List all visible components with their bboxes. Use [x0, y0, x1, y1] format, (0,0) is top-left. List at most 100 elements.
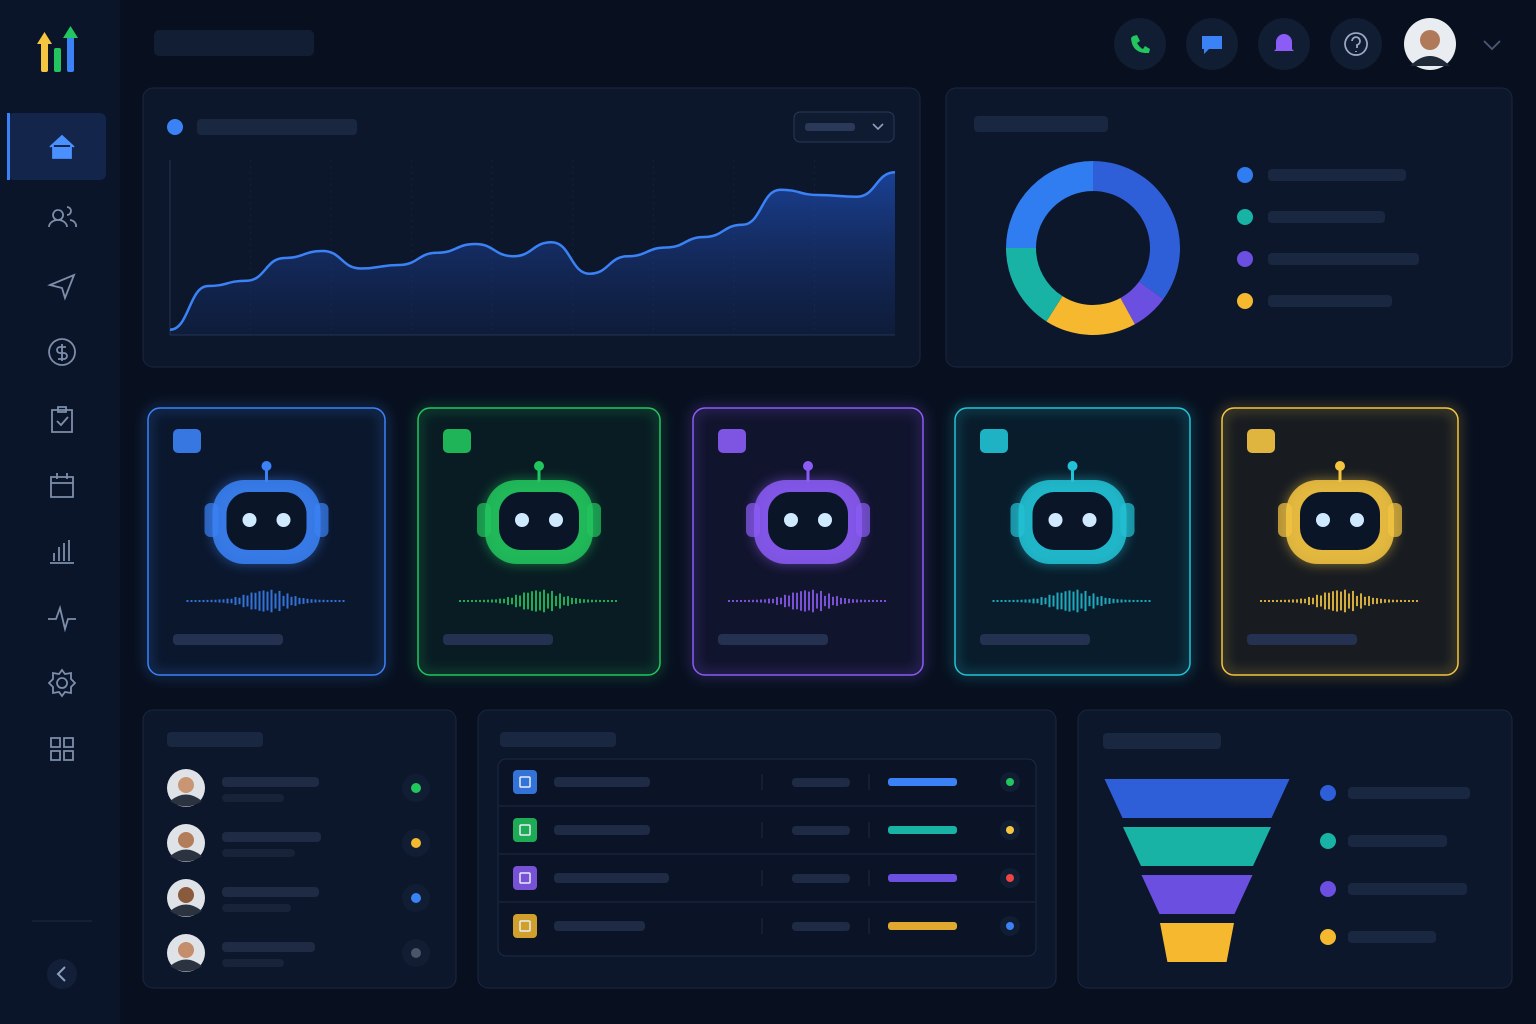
table [497, 758, 1037, 957]
waveform-bar [471, 599, 473, 603]
waveform-bar [467, 599, 469, 603]
waveform-bar [1316, 594, 1318, 608]
topbar-button[interactable] [1114, 18, 1166, 70]
waveform-bar [788, 595, 790, 607]
waveform-bar [563, 596, 565, 606]
legend-dot [1237, 209, 1253, 225]
nav-item[interactable] [48, 338, 76, 366]
progress-bar [888, 922, 957, 930]
waveform-bar [992, 599, 995, 603]
progress-bar [888, 826, 957, 834]
waveform-bar [1344, 589, 1346, 613]
waveform-bar [583, 599, 585, 603]
waveform-bar [1304, 598, 1306, 604]
antenna-tip [534, 461, 544, 471]
waveform-bar [1068, 590, 1071, 612]
waveform-bar [595, 599, 597, 603]
waveform-bar [1276, 599, 1278, 603]
person-face [178, 777, 194, 793]
waveform-bar [824, 595, 826, 607]
placeholder [1268, 295, 1392, 307]
person-body [170, 904, 202, 917]
nav-item[interactable] [47, 668, 77, 698]
row-icon-inner [519, 824, 531, 836]
waveform-bar [1116, 599, 1119, 603]
funnel-chart [1104, 779, 1470, 962]
placeholder [197, 119, 357, 135]
waveform-bar [515, 594, 517, 608]
waveform-bar [996, 599, 999, 603]
bot-card[interactable] [953, 406, 1192, 677]
dropdown-chevron[interactable] [1483, 40, 1501, 51]
waveform-bar [1104, 597, 1107, 605]
donut-segment [1046, 296, 1135, 336]
waveform-bar [222, 599, 225, 603]
waveform-bar [1084, 590, 1087, 612]
waveform-bar [880, 599, 882, 603]
bot-card[interactable] [146, 406, 387, 677]
placeholder [980, 634, 1090, 645]
waveform-bar [1384, 599, 1386, 603]
nav-item[interactable] [47, 273, 76, 301]
legend-dot [1320, 833, 1336, 849]
waveform-bar [800, 591, 802, 611]
row-icon [513, 818, 537, 842]
waveform-bar [1364, 596, 1366, 606]
placeholder [554, 825, 650, 835]
nav-item[interactable] [50, 737, 74, 761]
waveform-bar [531, 591, 533, 611]
waveform-bar [804, 590, 806, 612]
topbar-button[interactable] [1330, 18, 1382, 70]
waveform-bar [218, 599, 221, 603]
waveform-bar [756, 599, 758, 603]
nav-item[interactable] [50, 473, 74, 498]
area-chart [169, 160, 896, 336]
waveform-bar [230, 598, 233, 604]
waveform-bar [615, 599, 617, 603]
nav-item[interactable] [50, 540, 74, 564]
waveform-bar [342, 599, 345, 603]
legend-dot [167, 119, 183, 135]
waveform-bar [186, 599, 189, 603]
waveform-bar [1040, 597, 1043, 605]
nav-item[interactable] [49, 134, 75, 159]
waveform-bar [234, 597, 237, 605]
waveform-bar [246, 595, 249, 607]
bot-card[interactable] [691, 406, 925, 677]
nav-item[interactable] [51, 406, 73, 433]
status-dot [1006, 826, 1014, 834]
waveform-bar [1324, 592, 1326, 610]
area-fill [170, 172, 895, 335]
waveform-bar [523, 592, 525, 610]
waveform-bar [852, 599, 854, 603]
waveform-bar [1024, 599, 1027, 603]
waveform-bar [318, 599, 321, 603]
placeholder [222, 959, 284, 967]
waveform-bar [1348, 593, 1350, 609]
placeholder [222, 942, 315, 952]
nav-item[interactable] [48, 206, 77, 228]
waveform-bar [856, 599, 858, 603]
robot-eye [515, 513, 529, 527]
collapse-button[interactable] [47, 959, 77, 989]
waveform-bar [575, 598, 577, 604]
nav-active[interactable] [8, 113, 106, 180]
waveform-bar [286, 593, 289, 609]
waveform-bar [832, 596, 834, 606]
nav-icon [48, 338, 76, 366]
nav-item[interactable] [48, 604, 76, 633]
waveform-bar [740, 599, 742, 603]
row-icon-inner [519, 920, 531, 932]
avatar-face [1420, 30, 1440, 50]
bot-card[interactable] [1220, 406, 1460, 677]
placeholder [500, 732, 616, 747]
waveform-bar [840, 597, 842, 605]
waveform-bar [820, 590, 822, 612]
waveform-bar [1340, 591, 1342, 611]
placeholder [1268, 253, 1419, 265]
waveform-bar [294, 596, 297, 606]
waveform-bar [784, 594, 786, 608]
bot-card[interactable] [416, 406, 662, 677]
waveform-bar [551, 590, 553, 612]
